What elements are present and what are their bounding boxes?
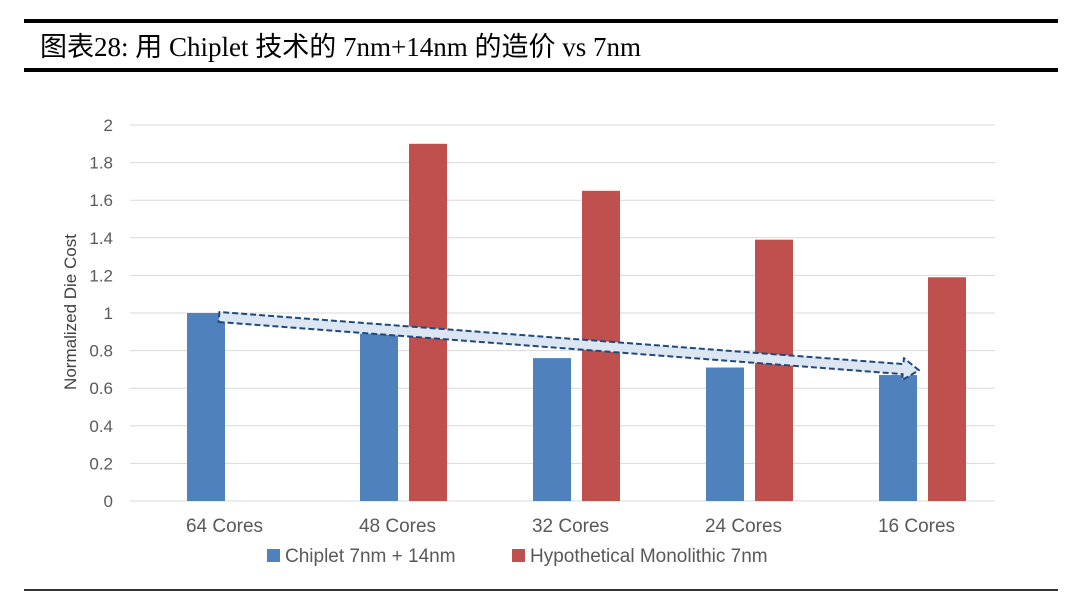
legend-swatch-chiplet bbox=[267, 549, 280, 562]
y-tick-label: 2 bbox=[104, 116, 113, 135]
bar-monolithic bbox=[755, 239, 793, 501]
y-tick-label: 0.4 bbox=[89, 417, 113, 436]
y-tick-label: 0.8 bbox=[89, 342, 113, 361]
figure-title: 图表28: 用 Chiplet 技术的 7nm+14nm 的造价 vs 7nm bbox=[40, 32, 641, 62]
bar-chiplet bbox=[360, 333, 398, 501]
bar-chiplet bbox=[879, 375, 917, 501]
legend-label-chiplet: Chiplet 7nm + 14nm bbox=[285, 546, 456, 567]
bar-chiplet bbox=[706, 367, 744, 501]
y-axis-ticks: 0 0.2 0.4 0.6 0.8 1 1.2 1.4 1.6 1.8 2 bbox=[89, 116, 113, 511]
x-tick-label: 64 Cores bbox=[186, 516, 263, 537]
bars bbox=[187, 143, 966, 502]
y-tick-label: 1.2 bbox=[89, 266, 113, 285]
x-tick-label: 16 Cores bbox=[878, 516, 955, 537]
x-axis-ticks: 64 Cores 48 Cores 32 Cores 24 Cores 16 Cores bbox=[186, 516, 955, 537]
x-tick-label: 24 Cores bbox=[705, 516, 782, 537]
y-tick-label: 0.2 bbox=[89, 454, 113, 473]
x-tick-label: 48 Cores bbox=[359, 516, 436, 537]
top-rule bbox=[24, 19, 1058, 23]
bar-monolithic bbox=[409, 143, 447, 502]
title-underline bbox=[24, 68, 1058, 72]
bottom-rule bbox=[24, 589, 1058, 591]
legend: Chiplet 7nm + 14nm Hypothetical Monolithi… bbox=[267, 546, 768, 567]
trend-arrow-shape bbox=[217, 311, 920, 381]
y-tick-label: 1.6 bbox=[89, 191, 113, 210]
bar-monolithic bbox=[928, 277, 966, 501]
bar-chiplet bbox=[533, 358, 571, 501]
x-tick-label: 32 Cores bbox=[532, 516, 609, 537]
bar-chiplet bbox=[187, 313, 225, 501]
legend-swatch-monolithic bbox=[512, 549, 525, 562]
y-tick-label: 1.4 bbox=[89, 229, 113, 248]
trend-arrow bbox=[217, 311, 920, 381]
legend-label-monolithic: Hypothetical Monolithic 7nm bbox=[530, 546, 768, 567]
y-tick-label: 0 bbox=[104, 492, 113, 511]
y-tick-label: 1.8 bbox=[89, 154, 113, 173]
y-axis-label: Normalized Die Cost bbox=[61, 234, 80, 390]
y-tick-label: 0.6 bbox=[89, 379, 113, 398]
y-tick-label: 1 bbox=[104, 304, 113, 323]
